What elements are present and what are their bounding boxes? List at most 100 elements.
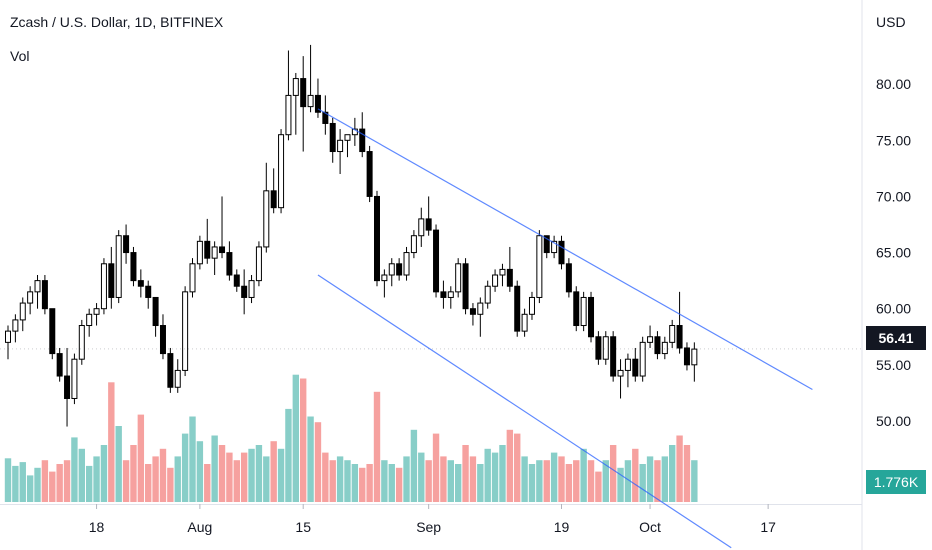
- candle-body-up: [624, 358, 631, 371]
- volume-bar: [19, 462, 26, 502]
- candle-body-down: [396, 263, 403, 276]
- volume-bar: [395, 467, 403, 502]
- candle: [292, 72, 299, 135]
- trend-channel[interactable]: [0, 108, 862, 549]
- candle-body-down: [366, 151, 373, 197]
- candle: [5, 325, 11, 360]
- volume-bar: [580, 448, 587, 502]
- volume-bar: [41, 460, 49, 502]
- candle-body-up: [551, 240, 558, 254]
- volume-bar: [565, 464, 573, 502]
- candle: [514, 280, 521, 337]
- candle-body-up: [86, 313, 93, 327]
- candle: [403, 246, 410, 281]
- volume-bar: [63, 460, 71, 502]
- candle-body-down: [514, 285, 521, 332]
- volume-bar: [491, 452, 499, 502]
- channel-lower-line[interactable]: [317, 274, 732, 549]
- candle: [425, 196, 432, 236]
- candle: [248, 275, 255, 304]
- candle: [639, 336, 646, 382]
- volume-bar: [93, 456, 100, 502]
- volume-bar: [137, 414, 145, 502]
- price-axis[interactable]: USD 45.0050.0055.0060.0065.0070.0075.008…: [876, 14, 911, 485]
- candle: [410, 230, 417, 259]
- candle-body-up: [492, 274, 499, 287]
- candle: [595, 331, 602, 365]
- volume-bar: [499, 445, 506, 502]
- volume-bar: [189, 416, 196, 502]
- volume-bar: [447, 460, 454, 502]
- volume-bar: [196, 441, 204, 502]
- candle: [588, 291, 595, 343]
- candle: [314, 78, 321, 118]
- chart-title: Zcash / U.S. Dollar, 1D, BITFINEX: [10, 14, 224, 30]
- volume-bar: [56, 464, 63, 502]
- candle-body-down: [152, 296, 159, 327]
- candle: [233, 269, 240, 292]
- candle: [484, 280, 491, 309]
- price-tick-label: 70.00: [876, 188, 911, 204]
- candle: [255, 241, 262, 287]
- candle: [56, 347, 63, 382]
- candle-body-up: [278, 134, 285, 209]
- volume-bar: [233, 460, 240, 502]
- candle: [691, 342, 698, 382]
- channel-upper-line[interactable]: [317, 108, 813, 391]
- candle-body-down: [433, 229, 440, 293]
- candle-body-up: [196, 240, 203, 265]
- candle-body-down: [49, 308, 56, 355]
- candle-body-up: [248, 280, 255, 298]
- price-tick-label: 80.00: [876, 76, 911, 92]
- candle-body-down: [558, 240, 565, 265]
- time-tick-label: 17: [760, 519, 776, 535]
- candle-body-up: [381, 274, 388, 282]
- candle: [263, 162, 270, 253]
- candle: [669, 319, 676, 348]
- candle-body-up: [639, 341, 646, 377]
- candle-body-down: [462, 263, 469, 310]
- volume-bar: [78, 448, 85, 502]
- candle: [573, 286, 580, 332]
- candle-body-up: [669, 325, 676, 343]
- candle-body-up: [484, 285, 491, 304]
- candle-body-up: [344, 134, 351, 141]
- candle: [12, 314, 19, 343]
- volume-bar: [71, 437, 78, 502]
- volume-bar: [122, 460, 130, 502]
- price-tick-label: 60.00: [876, 301, 911, 317]
- candle-body-up: [455, 263, 462, 293]
- volume-bar: [181, 433, 189, 502]
- candle: [100, 258, 107, 315]
- candle-body-down: [543, 235, 550, 254]
- candle: [71, 353, 78, 405]
- price-tick-label: 75.00: [876, 132, 911, 148]
- candle: [440, 280, 447, 309]
- candle-body-up: [528, 296, 535, 315]
- candle: [159, 314, 166, 360]
- candle-body-down: [632, 358, 639, 377]
- volume-bar: [410, 429, 418, 502]
- volume-bar: [359, 467, 366, 502]
- volume-bar: [550, 452, 558, 502]
- candle-body-up: [12, 319, 19, 332]
- candle-body-down: [654, 336, 661, 355]
- candle: [108, 246, 115, 309]
- volume-bar: [152, 456, 159, 502]
- candle: [64, 347, 71, 427]
- volume-indicator-label[interactable]: Vol: [10, 48, 30, 64]
- time-axis[interactable]: 18 Aug 15 Sep 19 Oct 17: [89, 504, 776, 535]
- volume-bar: [351, 464, 359, 502]
- volume-bar: [255, 445, 263, 502]
- candle: [396, 258, 403, 281]
- candle-body-down: [56, 353, 63, 377]
- volume-bar: [226, 452, 233, 502]
- candle: [152, 296, 159, 337]
- candle: [447, 286, 454, 309]
- candle: [219, 196, 226, 259]
- candle: [204, 218, 211, 264]
- volume-bar: [240, 452, 248, 502]
- time-tick-label: Aug: [187, 519, 212, 535]
- time-tick-label: 15: [295, 519, 311, 535]
